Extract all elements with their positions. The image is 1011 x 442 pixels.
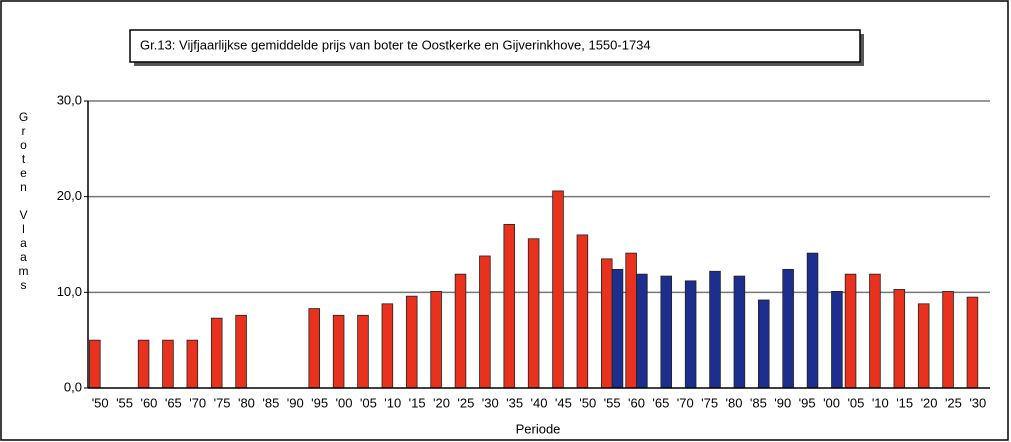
bar [357, 314, 369, 389]
bar [782, 268, 794, 389]
bar [806, 252, 819, 389]
x-tick-label: '60 [140, 395, 157, 410]
bar [844, 273, 857, 389]
y-tick-label: 0,0 [64, 379, 82, 394]
y-axis-label: Groten Vlaams [16, 110, 31, 292]
x-tick-label: '60 [628, 395, 645, 410]
bar [636, 273, 648, 389]
y-tick-label: 30,0 [57, 92, 82, 107]
x-tick-label: '65 [165, 395, 182, 410]
bar [625, 252, 637, 389]
x-tick-label: '40 [531, 395, 548, 410]
bar [332, 314, 345, 389]
x-tick-label: '75 [214, 395, 231, 410]
x-tick-label: '05 [847, 395, 864, 410]
bar [186, 339, 199, 389]
x-tick-label: '25 [457, 395, 474, 410]
x-tick-label: '25 [945, 395, 962, 410]
x-tick-label: '00 [335, 395, 352, 410]
title-box [129, 29, 861, 63]
bar [381, 303, 394, 389]
x-tick-label: '50 [92, 395, 109, 410]
bar [89, 339, 101, 389]
x-tick-label: '85 [750, 395, 767, 410]
x-tick-label: '30 [482, 395, 499, 410]
bar [430, 290, 442, 389]
bar [869, 273, 881, 389]
x-tick-label: '70 [189, 395, 206, 410]
bar [137, 339, 150, 389]
x-tick-label: '90 [774, 395, 791, 410]
bar [405, 295, 418, 389]
bar [942, 290, 954, 389]
bar [966, 296, 979, 389]
bar [611, 268, 624, 389]
x-tick-label: '20 [433, 395, 450, 410]
bar [308, 308, 320, 389]
x-tick-label: '10 [872, 395, 889, 410]
bar [527, 238, 540, 389]
x-tick-label: '80 [238, 395, 255, 410]
x-tick-label: '00 [823, 395, 840, 410]
x-tick-label: '75 [701, 395, 718, 410]
x-tick-label: '50 [579, 395, 596, 410]
bar [479, 255, 491, 389]
x-tick-label: '45 [555, 395, 572, 410]
x-tick-label: '85 [262, 395, 279, 410]
x-tick-label: '35 [506, 395, 523, 410]
x-axis-label: Periode [516, 421, 561, 436]
x-tick-label: '80 [726, 395, 743, 410]
x-tick-label: '30 [969, 395, 986, 410]
x-tick-label: '90 [287, 395, 304, 410]
y-tick-label: 20,0 [57, 188, 82, 203]
bar [831, 290, 843, 389]
x-tick-label: '95 [799, 395, 816, 410]
x-tick-label: '70 [677, 395, 694, 410]
x-tick-label: '05 [360, 395, 377, 410]
bar [576, 234, 589, 389]
x-tick-label: '65 [652, 395, 669, 410]
bar [454, 273, 467, 389]
bar [503, 224, 516, 389]
x-tick-label: '10 [384, 395, 401, 410]
x-tick-label: '15 [896, 395, 913, 410]
y-tick-label: 10,0 [57, 284, 82, 299]
x-tick-label: '20 [921, 395, 938, 410]
bar [709, 270, 721, 389]
x-tick-label: '55 [116, 395, 133, 410]
bar [893, 289, 906, 389]
bar [162, 339, 174, 389]
bar [733, 275, 746, 389]
bar [235, 314, 247, 389]
x-tick-label: '55 [604, 395, 621, 410]
bar [917, 303, 930, 389]
bar [601, 258, 613, 389]
x-tick-label: '15 [409, 395, 426, 410]
chart-title: Gr.13: Vijfjaarlijkse gemiddelde prijs v… [140, 37, 651, 52]
bar [552, 190, 564, 389]
bar [660, 275, 673, 389]
bar [758, 299, 770, 389]
x-tick-label: '95 [311, 395, 328, 410]
bar [210, 317, 223, 389]
bar [684, 280, 697, 389]
